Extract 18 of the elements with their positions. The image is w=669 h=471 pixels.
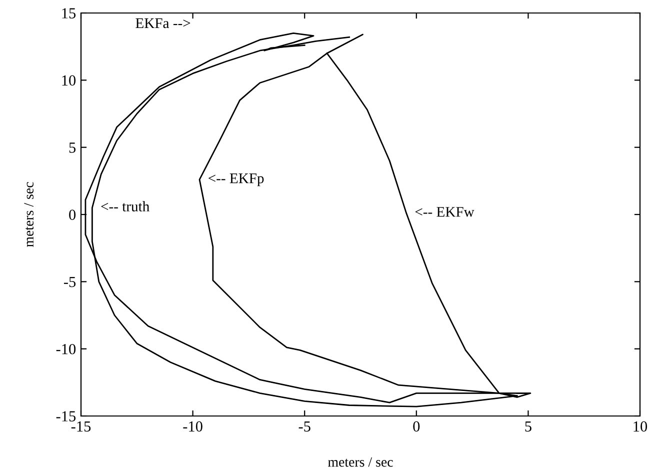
x-tick-label: -10 [183, 421, 202, 432]
annotation: <-- EKFp [208, 174, 264, 186]
x-tick-label: -5 [298, 421, 310, 432]
x-tick-label: 0 [413, 421, 420, 432]
y-tick-label: 5 [69, 142, 76, 153]
x-tick-label: 10 [634, 421, 648, 432]
y-tick-label: -10 [56, 344, 76, 354]
y-tick-label: 10 [62, 75, 76, 86]
y-tick-label: -5 [64, 276, 76, 288]
y-tick-label: -15 [56, 411, 76, 422]
x-tick-label: 5 [525, 421, 532, 432]
x-axis-title: meters / sec [328, 457, 393, 467]
annotation: <-- truth [101, 201, 150, 212]
annotation: EKFa --> [136, 18, 190, 28]
annotation: <-- EKFw [415, 207, 474, 217]
y-tick-label: 15 [62, 8, 76, 18]
y-tick-label: 0 [69, 210, 76, 220]
y-axis-title: meters / sec [24, 182, 34, 247]
